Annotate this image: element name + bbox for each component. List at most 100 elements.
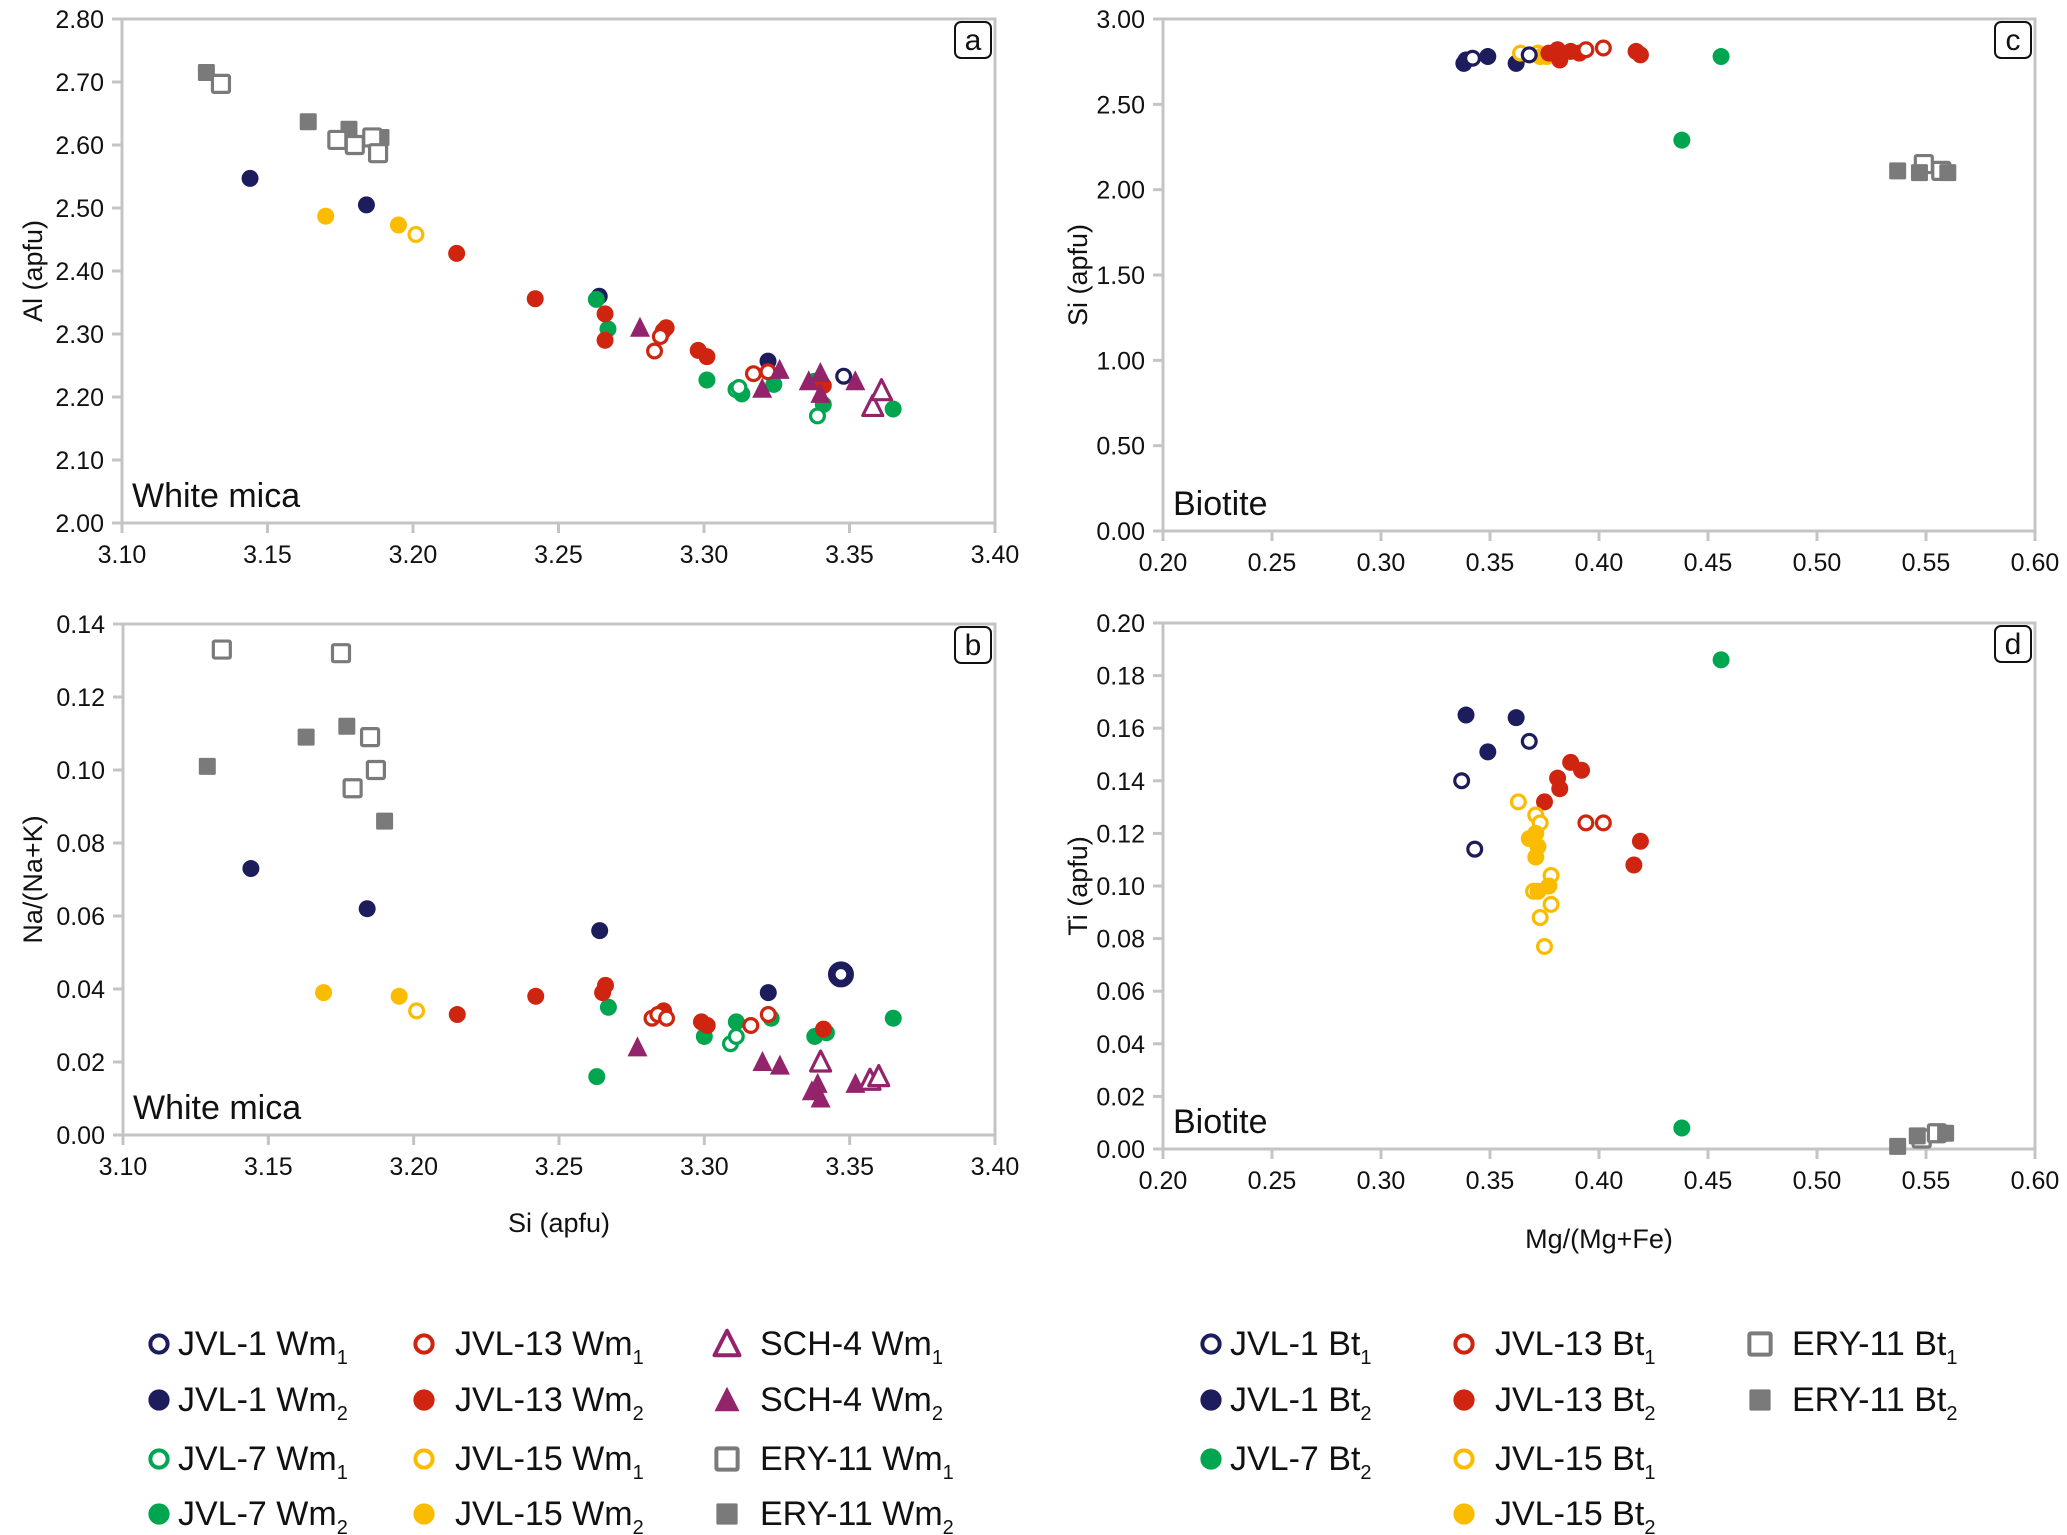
y-tick-label: 0.00 (56, 1122, 105, 1150)
legend-marker (413, 1389, 435, 1411)
plot-frame (1161, 621, 2037, 1151)
y-tick-label: 0.10 (1096, 873, 1145, 901)
legend-item: JVL-13 Wm2 (413, 1381, 644, 1425)
legend-item: JVL-7 Wm2 (148, 1495, 348, 1535)
y-tick-label: 0.00 (1096, 518, 1145, 546)
legend-marker (1200, 1448, 1222, 1470)
legend-biotite: JVL-1 Bt1 JVL-1 Bt2 JVL-7 Bt2 JVL-13 Bt1 JVL… (1200, 1325, 1958, 1535)
y-tick-label: 2.50 (1096, 91, 1145, 119)
data-point (359, 727, 381, 748)
y-tick-label: 0.06 (1096, 978, 1145, 1006)
data-point (1939, 164, 1957, 182)
data-point (1509, 793, 1527, 811)
data-point (742, 1016, 760, 1034)
data-point (884, 400, 902, 418)
data-point (1712, 48, 1730, 66)
x-tick-label: 0.50 (1793, 549, 1842, 577)
data-point (752, 1051, 773, 1071)
legend-label: JVL-7 Bt2 (1230, 1440, 1372, 1484)
panel-c-si-vs-mg-number: 0.20 0.25 0.30 0.35 0.40 0.45 0.50 0.55 0.60 0.00… (1063, 6, 2059, 577)
legend-label: JVL-7 Wm1 (178, 1440, 348, 1484)
legend-item: JVL-7 Bt2 (1200, 1440, 1372, 1484)
y-tick-label: 2.40 (55, 258, 104, 286)
panel-letter-box (1994, 21, 2032, 59)
legend-marker (1453, 1448, 1475, 1470)
data-point (808, 1049, 833, 1073)
data-point (1577, 814, 1595, 832)
x-tick-label: 0.45 (1684, 549, 1733, 577)
x-axis-title: Si (apfu) (508, 1208, 610, 1238)
data-point (1536, 793, 1553, 811)
y-tick-label: 0.08 (1096, 926, 1145, 954)
data-point (448, 1006, 466, 1024)
legend-marker (148, 1448, 170, 1470)
series-jvl-13-bt2 (1536, 753, 1649, 874)
x-tick-label: 3.40 (971, 1153, 1020, 1181)
y-tick-label: 0.12 (56, 684, 105, 712)
data-point (698, 1017, 716, 1034)
panel-letter: b (965, 629, 982, 662)
legend-marker (716, 1503, 738, 1525)
legend-item: ERY-11 Bt1 (1747, 1325, 1958, 1369)
data-point (1625, 856, 1643, 874)
legend-item: JVL-1 Bt1 (1200, 1325, 1372, 1369)
data-point (344, 134, 365, 156)
y-axis-title: Al (apfu) (18, 220, 48, 322)
data-point (1594, 814, 1612, 832)
data-point (591, 922, 609, 940)
data-point (1673, 1119, 1691, 1137)
legend-item: JVL-7 Wm1 (148, 1440, 348, 1484)
x-tick-label: 3.25 (535, 1153, 584, 1181)
y-tick-label: 2.70 (55, 69, 104, 97)
mineral-annotation: Biotite (1173, 485, 1268, 523)
data-point (342, 778, 363, 799)
data-point (1673, 131, 1691, 149)
data-point (1479, 48, 1497, 66)
data-point (1551, 780, 1569, 798)
y-tick-label: 1.50 (1096, 262, 1145, 290)
legend-label: JVL-13 Bt2 (1495, 1381, 1655, 1425)
panel-letter: a (965, 24, 982, 57)
data-point (376, 812, 394, 830)
x-tick-label: 0.50 (1793, 1167, 1842, 1195)
series-jvl-1-bt1 (1453, 732, 1538, 858)
legend-marker (712, 1328, 742, 1358)
y-tick-label: 0.14 (56, 611, 105, 639)
data-point (759, 984, 777, 1002)
y-tick-label: 0.08 (56, 830, 105, 858)
series-jvl-13-wm1 (646, 328, 777, 383)
data-point (1464, 49, 1482, 67)
data-point (365, 759, 386, 781)
y-tick-label: 2.00 (1096, 177, 1145, 205)
x-tick-label: 3.25 (534, 541, 583, 569)
y-axis-title: Si (apfu) (1063, 224, 1093, 326)
series-jvl-7-bt2 (1673, 651, 1730, 1137)
data-point (810, 382, 831, 403)
data-point (241, 169, 259, 187)
legend-item: JVL-1 Wm2 (148, 1381, 348, 1425)
x-tick-label: 3.20 (389, 1153, 438, 1181)
mineral-annotation: White mica (132, 477, 300, 515)
data-point (1453, 772, 1471, 790)
data-point (1527, 824, 1545, 842)
panel-d-ti-vs-mg-number: 0.20 0.25 0.30 0.35 0.40 0.45 0.50 0.55 0.60 0.00… (1063, 610, 2059, 1254)
data-point (1631, 832, 1649, 850)
data-point (867, 1063, 891, 1088)
x-tick-label: 0.25 (1248, 1167, 1297, 1195)
data-point (1542, 895, 1560, 913)
data-point (211, 639, 232, 660)
y-tick-label: 2.30 (55, 321, 104, 349)
legend-item: JVL-15 Wm2 (413, 1495, 644, 1535)
legend-label: JVL-15 Wm1 (455, 1440, 644, 1484)
data-point (1577, 41, 1595, 59)
series-jvl-1-wm2 (242, 860, 777, 1002)
data-point (1712, 651, 1730, 669)
legend-label: JVL-1 Wm2 (178, 1381, 348, 1425)
panel-b-na-ratio-vs-si: 3.10 3.15 3.20 3.25 3.30 3.35 3.40 0.00 0.02 0.04… (18, 611, 1019, 1238)
data-point (297, 728, 315, 746)
legend-marker (1749, 1389, 1771, 1411)
y-tick-label: 0.02 (1096, 1083, 1145, 1111)
data-point (242, 860, 260, 878)
data-point (330, 643, 352, 664)
series-ery-11-wm2 (198, 717, 394, 830)
